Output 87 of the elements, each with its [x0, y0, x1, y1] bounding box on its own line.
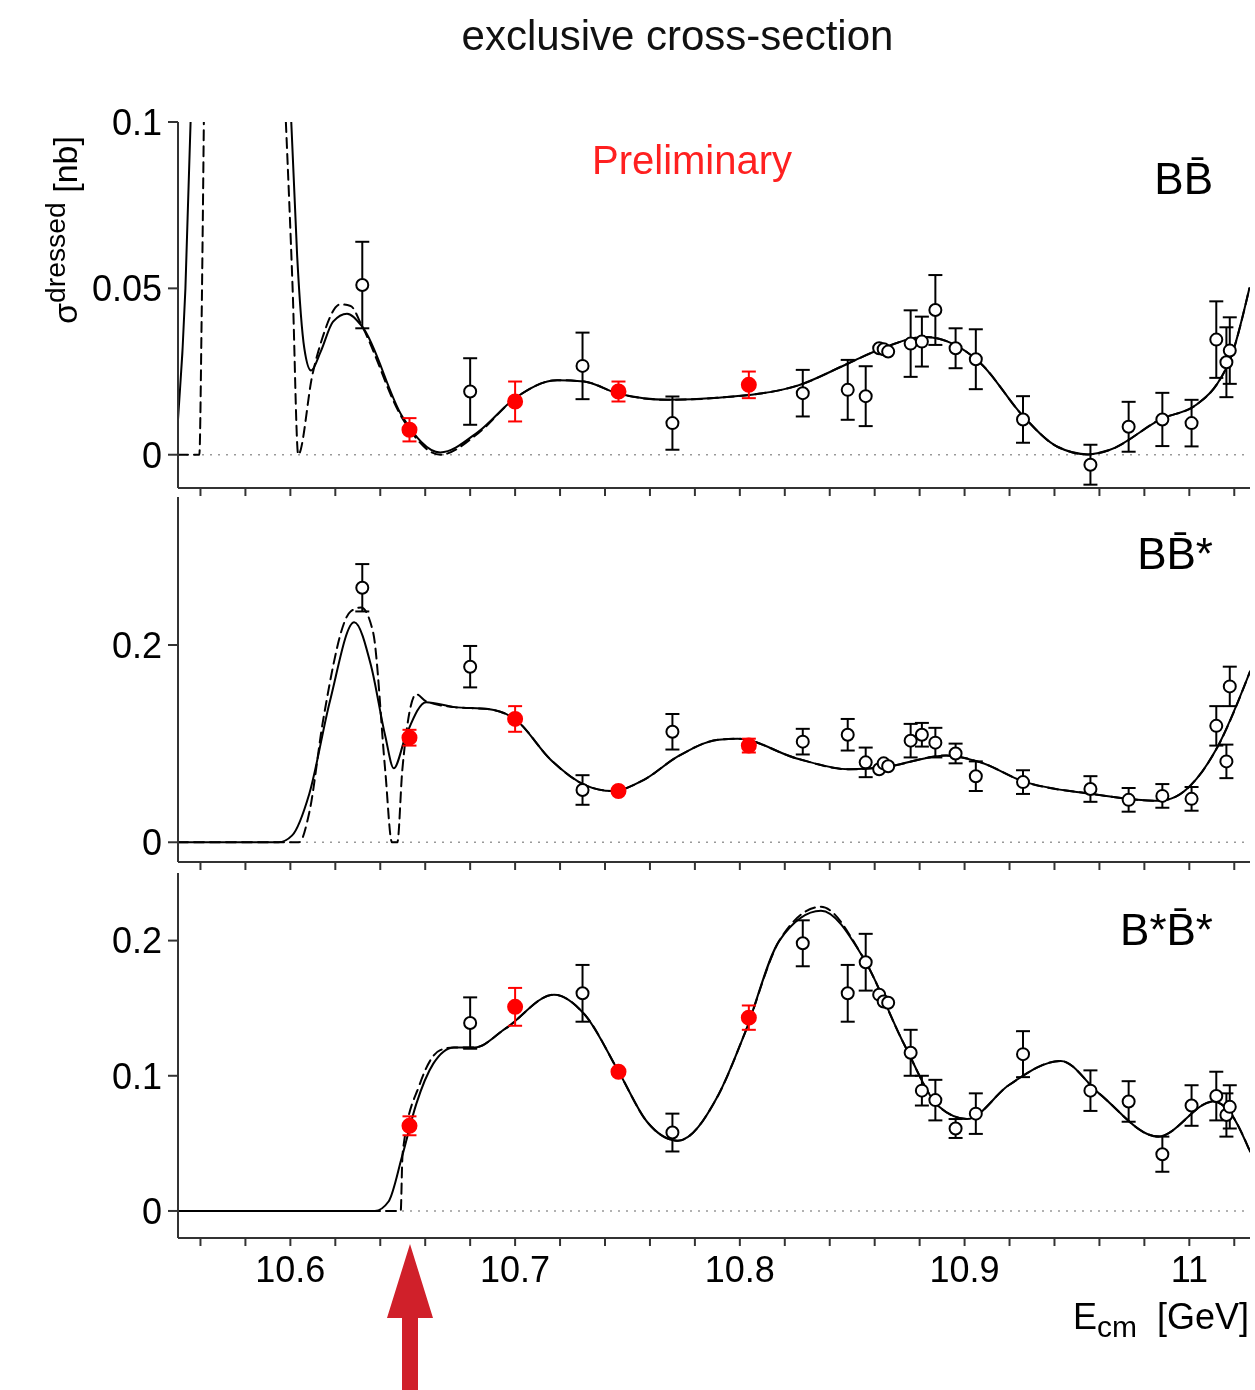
y-tick-label: 0 — [141, 434, 162, 476]
y-tick-label: 0.1 — [111, 1055, 162, 1097]
point — [914, 1083, 929, 1098]
point — [1184, 791, 1199, 806]
point — [881, 759, 896, 774]
point — [840, 727, 855, 742]
point — [1184, 416, 1199, 431]
chart-title: exclusive cross-section — [460, 12, 895, 60]
point — [968, 1106, 983, 1121]
point — [401, 421, 418, 438]
point — [858, 389, 873, 404]
point — [903, 733, 918, 748]
point — [1209, 718, 1224, 733]
x-tick-label: 11 — [1170, 1248, 1209, 1290]
point — [355, 580, 370, 595]
point — [968, 352, 983, 367]
x-tick-label: 10.8 — [704, 1248, 775, 1290]
point — [575, 782, 590, 797]
point — [665, 1125, 680, 1140]
point — [665, 724, 680, 739]
point — [575, 358, 590, 373]
point — [914, 334, 929, 349]
point — [881, 995, 896, 1010]
y-tick-label: 0 — [141, 1190, 162, 1232]
point — [858, 955, 873, 970]
point — [1083, 457, 1098, 472]
point — [355, 278, 370, 293]
point — [463, 1016, 478, 1031]
point — [1222, 1099, 1237, 1114]
point — [795, 936, 810, 951]
point — [463, 659, 478, 674]
point — [948, 746, 963, 761]
point — [968, 769, 983, 784]
point — [1155, 788, 1170, 803]
point — [1121, 792, 1136, 807]
x-tick-label: 10.7 — [480, 1248, 551, 1290]
point — [740, 376, 757, 393]
point — [1083, 782, 1098, 796]
point — [1219, 754, 1234, 769]
point — [1209, 332, 1224, 347]
annotation: BB̄ — [1154, 154, 1213, 204]
y-tick-label: 0.2 — [111, 624, 162, 666]
point — [507, 710, 524, 727]
point — [928, 302, 943, 317]
y-tick-label: 0.2 — [111, 920, 162, 962]
point — [928, 735, 943, 750]
point — [1219, 355, 1234, 370]
annotation: B*B̄* — [1120, 905, 1213, 955]
point — [903, 1045, 918, 1060]
point — [1016, 1047, 1031, 1062]
x-axis-title: E$_{cm}$ [GeV] — [1072, 1296, 1249, 1345]
point — [1222, 679, 1237, 694]
y-tick-label: 0.05 — [91, 268, 162, 310]
point — [1083, 1083, 1098, 1098]
point — [575, 986, 590, 1001]
point — [1222, 343, 1237, 358]
point — [1155, 1147, 1170, 1162]
point — [795, 386, 810, 401]
point — [507, 393, 524, 410]
point — [1155, 412, 1170, 427]
point — [948, 341, 963, 356]
point — [858, 755, 873, 770]
point — [903, 336, 918, 351]
point — [610, 1063, 627, 1080]
point — [840, 986, 855, 1001]
y-tick-label: 0.1 — [111, 101, 162, 143]
y-tick-label: 0 — [141, 822, 162, 864]
point — [1121, 419, 1136, 434]
point — [1016, 775, 1031, 790]
point — [1184, 1098, 1199, 1113]
point — [665, 416, 680, 431]
point — [1016, 412, 1031, 427]
point — [928, 1093, 943, 1108]
point — [795, 734, 810, 749]
point — [840, 382, 855, 397]
point — [1121, 1094, 1136, 1109]
point — [914, 727, 929, 742]
annotation: BB̄* — [1137, 529, 1213, 579]
point — [740, 1009, 757, 1026]
point — [463, 384, 478, 399]
point — [881, 344, 896, 359]
annotation: Preliminary — [592, 138, 793, 183]
point — [507, 998, 524, 1015]
x-tick-label: 10.6 — [255, 1248, 326, 1290]
point — [610, 782, 627, 799]
x-tick-label: 10.9 — [929, 1248, 1000, 1290]
point — [1209, 1089, 1224, 1104]
